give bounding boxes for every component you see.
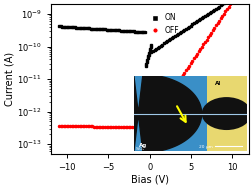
- X-axis label: Bias (V): Bias (V): [130, 175, 168, 185]
- Y-axis label: Current (A): Current (A): [4, 52, 14, 106]
- Legend: ON, OFF: ON, OFF: [144, 11, 181, 37]
